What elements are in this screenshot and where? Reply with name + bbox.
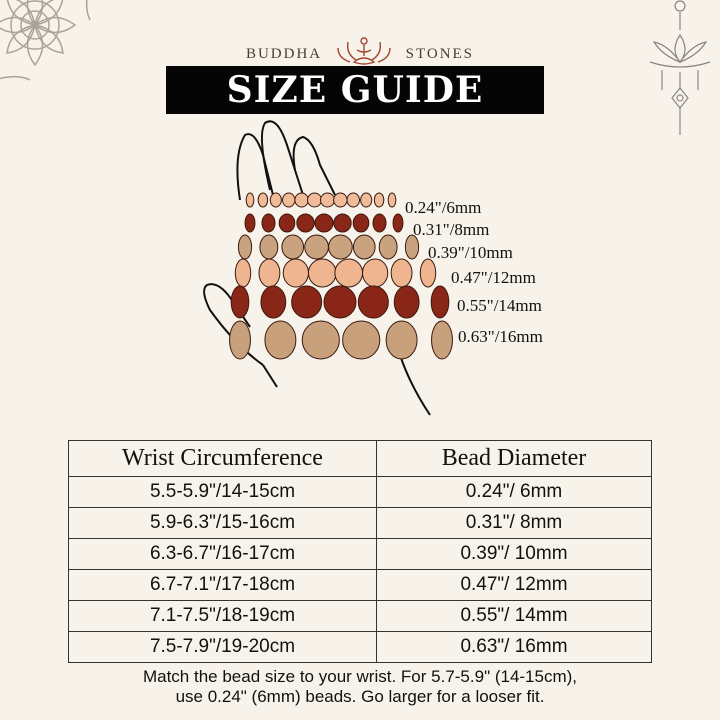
bead-size-label: 0.47"/12mm — [451, 268, 536, 287]
bead — [229, 320, 251, 360]
bead — [237, 234, 253, 260]
header-wrist-circumference: Wrist Circumference — [68, 440, 377, 477]
bead-size-label: 0.63"/16mm — [458, 327, 543, 346]
bead — [323, 285, 357, 319]
bead — [257, 192, 269, 208]
bead — [431, 320, 453, 360]
wrist-circumference-cell: 6.3-6.7"/16-17cm — [68, 538, 377, 570]
bead-diameter-cell: 0.39"/ 10mm — [376, 538, 652, 570]
bead — [372, 213, 387, 233]
table-row: 5.5-5.9"/14-15cm 0.24"/ 6mm — [68, 476, 652, 508]
bead — [378, 234, 398, 260]
bead — [404, 234, 420, 260]
bead — [281, 234, 305, 260]
bead — [393, 285, 420, 319]
bead — [304, 234, 329, 260]
bead-diameter-cell: 0.55"/ 14mm — [376, 600, 652, 632]
fit-note-line-2: use 0.24" (6mm) beads. Go larger for a l… — [175, 687, 545, 706]
bead — [390, 258, 413, 288]
wrist-circumference-cell: 5.5-5.9"/14-15cm — [68, 476, 377, 508]
brand-logo: BUDDHA STONES — [0, 34, 720, 75]
bead — [245, 192, 255, 208]
bead — [319, 192, 335, 208]
bead — [373, 192, 385, 208]
brand-name-left: BUDDHA — [245, 46, 323, 62]
bead — [261, 213, 276, 233]
bead — [264, 320, 297, 360]
bead-diameter-cell: 0.47"/ 12mm — [376, 569, 652, 601]
bead — [419, 258, 437, 288]
bead-diameter-cell: 0.24"/ 6mm — [376, 476, 652, 508]
brand-name-right: STONES — [405, 46, 475, 62]
bead — [291, 285, 323, 319]
bead — [244, 213, 256, 233]
bead — [282, 258, 309, 288]
bead — [352, 213, 370, 233]
bead — [307, 192, 323, 208]
mandala-decoration-icon — [0, 0, 91, 81]
bead — [314, 213, 334, 233]
table-header-row: Wrist Circumference Bead Diameter — [68, 440, 652, 477]
table-row: 5.9-6.3"/15-16cm 0.31"/ 8mm — [68, 507, 652, 539]
page-title: SIZE GUIDE — [166, 66, 544, 114]
wrist-circumference-cell: 7.5-7.9"/19-20cm — [68, 631, 377, 663]
bead-size-label: 0.55"/14mm — [457, 296, 542, 315]
bead — [430, 285, 450, 319]
bead — [259, 234, 279, 260]
bead — [269, 192, 282, 208]
bead — [392, 213, 404, 233]
wrist-circumference-cell: 7.1-7.5"/18-19cm — [68, 600, 377, 632]
table-row: 6.3-6.7"/16-17cm 0.39"/ 10mm — [68, 538, 652, 570]
bead — [260, 285, 287, 319]
bead-bracelets — [229, 192, 453, 360]
bead — [294, 192, 309, 208]
bead — [230, 285, 250, 319]
bead — [352, 234, 376, 260]
bead — [342, 320, 381, 360]
bead — [296, 213, 315, 233]
bead — [333, 213, 352, 233]
bead-size-label: 0.31"/8mm — [413, 220, 490, 239]
bead-diameter-cell: 0.63"/ 16mm — [376, 631, 652, 663]
bead — [281, 192, 296, 208]
lotus-meditation-icon — [336, 34, 392, 75]
table-row: 6.7-7.1"/17-18cm 0.47"/ 12mm — [68, 569, 652, 601]
bead — [234, 258, 252, 288]
wrist-circumference-cell: 5.9-6.3"/15-16cm — [68, 507, 377, 539]
bead — [360, 192, 373, 208]
bead — [362, 258, 389, 288]
bead — [301, 320, 340, 360]
bead — [328, 234, 353, 260]
bead — [387, 192, 397, 208]
fit-note: Match the bead size to your wrist. For 5… — [0, 667, 720, 707]
bead — [346, 192, 361, 208]
bead-diameter-cell: 0.31"/ 8mm — [376, 507, 652, 539]
bead — [334, 258, 364, 288]
wrist-circumference-cell: 6.7-7.1"/17-18cm — [68, 569, 377, 601]
bead — [278, 213, 296, 233]
bead — [258, 258, 281, 288]
fit-note-line-1: Match the bead size to your wrist. For 5… — [142, 667, 578, 686]
size-table: Wrist Circumference Bead Diameter 5.5-5.… — [68, 440, 652, 663]
hanging-lotus-decoration-icon — [649, 0, 711, 135]
bead-size-label: 0.24"/6mm — [405, 198, 482, 217]
table-row: 7.1-7.5"/18-19cm 0.55"/ 14mm — [68, 600, 652, 632]
table-row: 7.5-7.9"/19-20cm 0.63"/ 16mm — [68, 631, 652, 663]
bead — [333, 192, 348, 208]
header-bead-diameter: Bead Diameter — [376, 440, 652, 477]
bead — [357, 285, 389, 319]
bead — [307, 258, 337, 288]
bead — [385, 320, 418, 360]
bead-size-label: 0.39"/10mm — [428, 243, 513, 262]
